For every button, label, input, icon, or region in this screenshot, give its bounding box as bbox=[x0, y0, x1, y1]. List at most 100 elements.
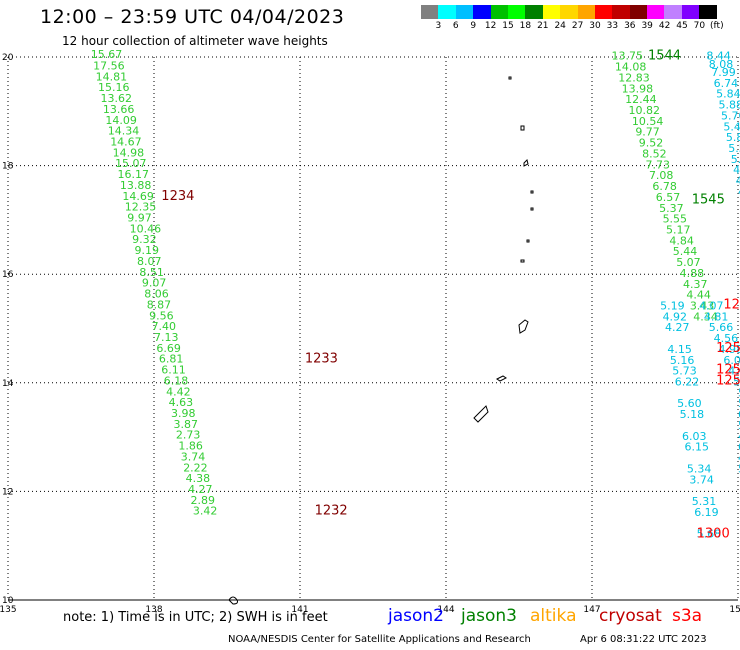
color-legend-label: 6 bbox=[452, 21, 459, 31]
wave-height-value: 7.13 bbox=[154, 331, 179, 344]
color-legend-label: 12 bbox=[484, 21, 497, 31]
color-legend-label: 42 bbox=[658, 21, 671, 31]
wave-height-value: 10.82 bbox=[629, 104, 661, 117]
color-legend-label: 24 bbox=[554, 21, 566, 31]
wave-height-value: 3.74 bbox=[689, 473, 714, 486]
wave-height-value: 4.69 bbox=[728, 365, 740, 378]
wave-height-value: 5.92 bbox=[738, 462, 740, 475]
wave-height-value: 13.66 bbox=[103, 103, 134, 116]
wave-height-value: 13.62 bbox=[100, 92, 132, 105]
color-legend-swatch bbox=[647, 5, 665, 19]
color-legend-label: 70 bbox=[693, 21, 706, 31]
color-legend-label: 9 bbox=[470, 21, 477, 31]
wave-height-value: 5.43 bbox=[723, 120, 740, 133]
lat-tick-label: 10 bbox=[2, 596, 14, 606]
wave-height-value: 6.03 bbox=[682, 430, 707, 443]
wave-height-value: 8.87 bbox=[147, 298, 172, 311]
wave-height-value: 5.16 bbox=[670, 354, 695, 367]
wave-height-value: 14.34 bbox=[108, 125, 139, 138]
wave-height-value: 4.84 bbox=[669, 234, 694, 247]
wave-height-value: 6.18 bbox=[164, 374, 189, 387]
wave-height-value: 6.78 bbox=[652, 180, 677, 193]
color-legend-swatch bbox=[612, 5, 630, 19]
wave-height-value: 6.74 bbox=[714, 77, 739, 90]
wave-height-value: 4.81 bbox=[733, 164, 740, 177]
wave-height-value: 7.40 bbox=[152, 320, 177, 333]
color-legend-label: 27 bbox=[571, 21, 584, 31]
color-legend-label: (ft) bbox=[710, 21, 724, 31]
color-legend-swatch bbox=[577, 5, 595, 19]
anatahan-island bbox=[520, 259, 525, 263]
wave-height-value: 14.69 bbox=[122, 190, 154, 203]
wave-height-value: 3.42 bbox=[193, 505, 218, 518]
wave-height-value: 14.09 bbox=[105, 114, 137, 127]
color-legend-swatch bbox=[473, 5, 491, 19]
page-title: 12:00 – 23:59 UTC 04/04/2023 bbox=[40, 6, 345, 28]
wave-height-value: 1.86 bbox=[178, 440, 203, 453]
satellite-legend-jason2: jason2 bbox=[388, 606, 444, 626]
color-legend-swatch bbox=[542, 5, 561, 19]
wave-height-value: 8.07 bbox=[137, 255, 162, 268]
wave-height-value: 8.06 bbox=[144, 288, 169, 301]
color-legend-label: 39 bbox=[641, 21, 653, 31]
color-legend-swatch bbox=[525, 5, 543, 19]
wave-height-value: 17.56 bbox=[93, 59, 125, 72]
wave-height-value: 15.07 bbox=[115, 157, 147, 170]
color-legend-label: 3 bbox=[435, 21, 442, 31]
wave-height-value: 4.63 bbox=[169, 396, 194, 409]
wave-height-value: 4.17 bbox=[738, 452, 740, 465]
wave-height-value: 5.44 bbox=[673, 245, 698, 258]
lat-tick-label: 14 bbox=[2, 379, 14, 389]
wave-height-value: 6.57 bbox=[656, 191, 681, 204]
lat-lon-grid: 135 138 141 144 147 150 20 18 16 14 12 10 bbox=[0, 53, 740, 615]
rev-number-label: 1234 bbox=[161, 189, 194, 204]
wave-height-value: 2.89 bbox=[191, 494, 216, 507]
wave-height-value: 7.08 bbox=[649, 169, 674, 182]
color-legend-swatch bbox=[560, 5, 578, 19]
wave-height-value: 5.73 bbox=[672, 365, 697, 378]
wave-height-value: 3.98 bbox=[171, 407, 196, 420]
color-legend-swatch bbox=[438, 5, 456, 19]
wave-height-value: 5.55 bbox=[663, 213, 688, 226]
wave-height-value: 3.43 bbox=[690, 299, 715, 312]
wave-height-value: 4.07 bbox=[699, 299, 724, 312]
wave-height-value: 5.21 bbox=[738, 397, 740, 410]
pagan-island bbox=[523, 159, 529, 167]
wave-height-value: 4.42 bbox=[166, 385, 191, 398]
rev-number-label: 1233 bbox=[305, 352, 338, 367]
wave-height-value: 6.02 bbox=[738, 441, 740, 454]
wave-height-value: 5.70 bbox=[731, 153, 740, 166]
lat-tick-label: 18 bbox=[2, 162, 14, 172]
wave-height-value: 6.02 bbox=[723, 354, 740, 367]
wave-height-observations: 15.6717.5614.8115.1613.6213.6614.0914.34… bbox=[91, 48, 740, 540]
wave-height-value: 4.88 bbox=[680, 267, 705, 280]
color-legend-label: 33 bbox=[606, 21, 619, 31]
wave-height-value: 4.44 bbox=[686, 289, 711, 302]
color-legend-swatch bbox=[681, 5, 700, 19]
wave-height-value: 5.68 bbox=[697, 528, 722, 541]
rev-number-label: 1259 bbox=[716, 363, 740, 378]
wave-height-value: 5.30 bbox=[738, 386, 740, 399]
wave-height-value: 4.98 bbox=[719, 343, 740, 356]
wave-height-value: 12.35 bbox=[125, 201, 157, 214]
wave-height-value: 5.37 bbox=[659, 202, 684, 215]
wave-height-value: 5.05 bbox=[733, 376, 740, 389]
wave-height-value: 15.67 bbox=[91, 48, 123, 61]
rev-number-label: 1300 bbox=[697, 527, 730, 542]
lon-tick-label: 138 bbox=[145, 605, 162, 615]
wave-height-value: 14.67 bbox=[110, 136, 142, 149]
color-legend-label: 45 bbox=[676, 21, 688, 31]
wave-height-value: 5.88 bbox=[719, 99, 740, 112]
wave-height-value: 4.15 bbox=[667, 343, 692, 356]
farallon-island bbox=[508, 76, 512, 80]
rev-number-label: 1259 bbox=[716, 373, 740, 388]
rev-number-label: 1545 bbox=[692, 193, 725, 208]
wave-height-value: 7.73 bbox=[646, 158, 671, 171]
wave-height-value: 8.44 bbox=[706, 50, 731, 63]
satellite-legend-altika: altika bbox=[530, 606, 577, 626]
wave-height-value: 9.32 bbox=[132, 233, 157, 246]
color-legend-swatch bbox=[629, 5, 648, 19]
wave-height-value: 14.98 bbox=[113, 146, 145, 159]
small-island-3 bbox=[526, 239, 530, 243]
